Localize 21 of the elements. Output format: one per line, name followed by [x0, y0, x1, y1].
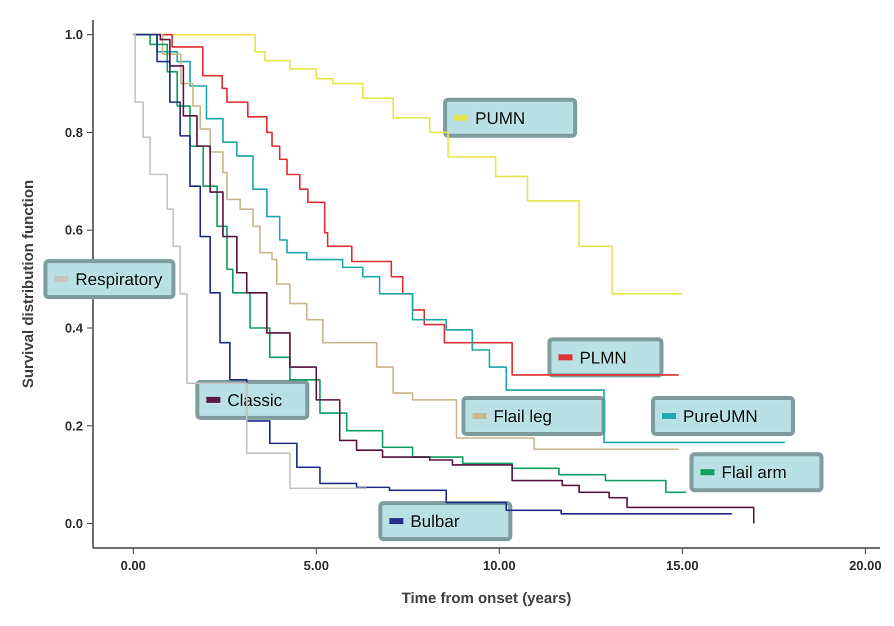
y-tick-label: 0.4: [64, 320, 84, 336]
legend-label: PLMN: [579, 348, 627, 368]
legend-label: Flail arm: [721, 463, 787, 482]
legend-label: Bulbar: [410, 512, 460, 532]
legend-label: Classic: [227, 390, 283, 410]
legend-label: Flail leg: [493, 407, 552, 426]
y-tick-label: 0.8: [64, 124, 83, 140]
x-tick-label: 5.00: [304, 558, 329, 573]
x-tick-label: 10.00: [483, 558, 516, 573]
x-tick-label: 15.00: [666, 558, 699, 573]
legend-label: PUMN: [475, 108, 526, 128]
y-tick-label: 0.6: [64, 222, 83, 238]
y-axis-title: Survival distribution function: [20, 180, 37, 388]
x-tick-label: 0.00: [120, 558, 146, 573]
x-axis-title: Time from onset (years): [402, 590, 572, 607]
legend-label: PureUMN: [683, 407, 758, 426]
y-tick-label: 1.0: [64, 27, 83, 42]
y-tick-label: 0.0: [64, 516, 83, 532]
legend-label: Respiratory: [75, 270, 163, 290]
x-tick-label: 20.00: [849, 558, 882, 573]
y-tick-label: 0.2: [64, 418, 83, 434]
